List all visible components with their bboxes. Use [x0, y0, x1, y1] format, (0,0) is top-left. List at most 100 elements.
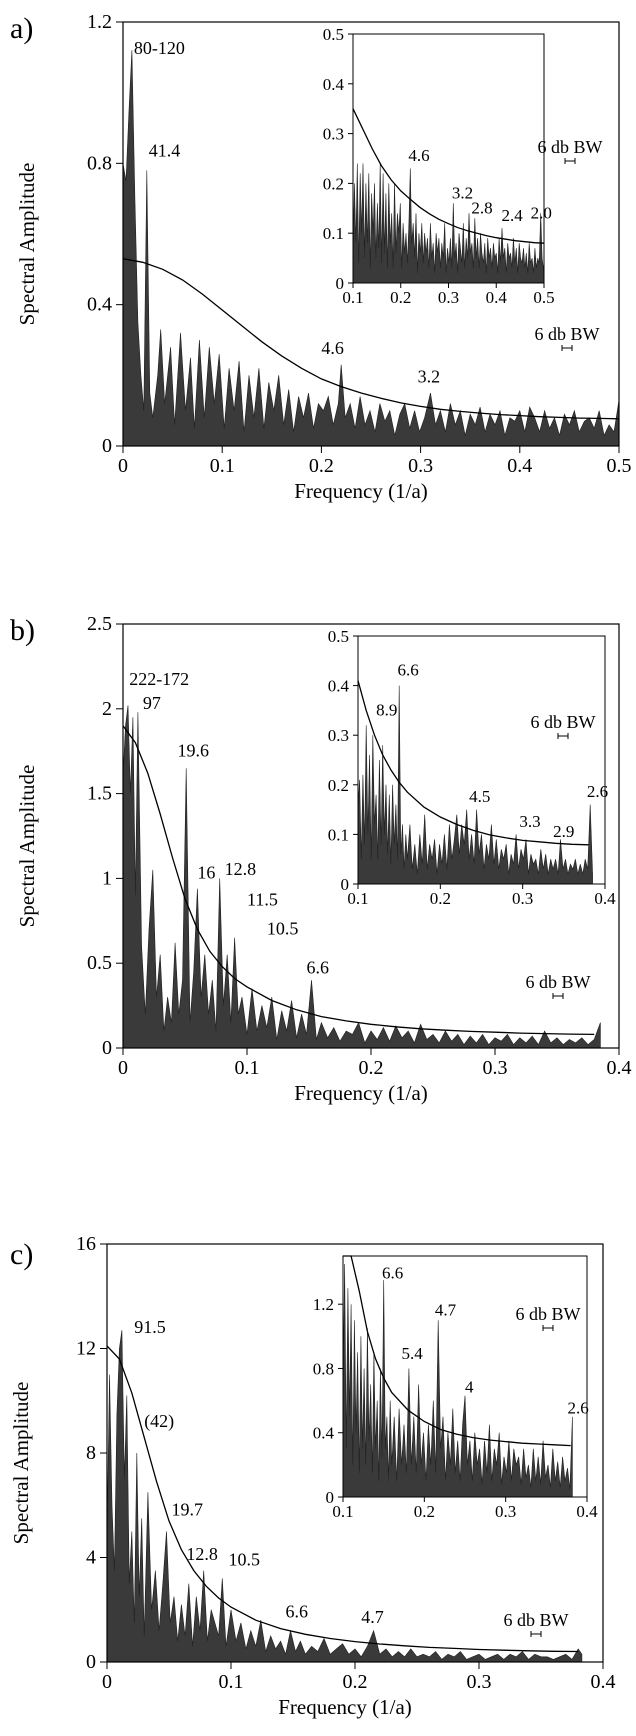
bandwidth-label: 6 db BW [535, 324, 600, 344]
bandwidth-marker: 6 db BW [538, 137, 603, 164]
y-tick-label: 0.8 [313, 1359, 334, 1378]
x-tick-label: 0.3 [408, 455, 433, 477]
y-tick-label: 1 [102, 867, 112, 889]
bandwidth-marker: 6 db BW [504, 1610, 569, 1637]
inset-plot: 0.1 0.2 0.3 0.4 0 0.4 0.8 1.2 6.6 4.7 5.4 4 2.6 6 db … [313, 1255, 598, 1521]
peak-annotation: 2.8 [471, 198, 492, 217]
bandwidth-marker: 6 db BW [526, 972, 591, 999]
peak-annotation: 4.5 [469, 787, 490, 806]
x-tick-label: 0 [118, 1057, 128, 1079]
envelope-curve [122, 725, 595, 1036]
bandwidth-marker: 6 db BW [516, 1304, 581, 1331]
y-axis-label: Spectral Amplitude [15, 163, 39, 326]
inset-envelope-curve [352, 108, 545, 244]
y-tick-label: 0.3 [323, 125, 344, 144]
y-tick-label: 0 [86, 1651, 96, 1673]
peak-annotation: 8.9 [376, 700, 397, 719]
envelope-curve [106, 1345, 579, 1653]
panel-label: b) [10, 614, 35, 647]
y-axis-label: Spectral Amplitude [15, 765, 39, 928]
peak-annotation: 3.3 [519, 812, 540, 831]
y-tick-label: 0.4 [328, 677, 350, 696]
bandwidth-marker: 6 db BW [535, 324, 600, 351]
peak-annotation: 4.7 [435, 1300, 457, 1319]
peak-annotation: 11.5 [247, 890, 278, 910]
inset-spectrum-area [357, 685, 593, 885]
x-tick-label: 0.3 [467, 1671, 492, 1693]
y-tick-label: 8 [86, 1442, 96, 1464]
x-tick-label: 0.3 [512, 889, 533, 908]
peak-annotation: 3.2 [418, 366, 441, 386]
x-axis-label: Frequency (1/a) [294, 1081, 428, 1105]
peak-annotation: 16 [197, 862, 215, 882]
x-tick-label: 0.2 [359, 1057, 384, 1079]
y-tick-label: 1.2 [313, 1295, 334, 1314]
x-tick-label: 0.4 [576, 1502, 598, 1521]
y-tick-label: 0.5 [323, 25, 344, 44]
peak-annotation: 80-120 [134, 38, 185, 58]
x-tick-label: 0.3 [495, 1502, 516, 1521]
y-tick-label: 0 [326, 1488, 335, 1507]
plot-frame [122, 21, 620, 447]
x-tick-label: 0.1 [347, 889, 368, 908]
peak-annotation: 2.4 [502, 206, 524, 225]
y-tick-label: 0.4 [323, 75, 345, 94]
y-tick-label: 2.5 [87, 613, 112, 635]
x-tick-label: 0.5 [533, 288, 554, 307]
y-tick-label: 0.4 [87, 294, 112, 316]
x-tick-label: 0.2 [343, 1671, 368, 1693]
x-tick-label: 0.4 [486, 288, 508, 307]
y-tick-label: 16 [76, 1233, 96, 1255]
peak-annotation: 12.8 [186, 1544, 218, 1564]
y-tick-label: 2 [102, 698, 112, 720]
x-tick-label: 0.3 [438, 288, 459, 307]
y-tick-label: 0.1 [328, 825, 349, 844]
peak-annotation: 4.6 [321, 338, 344, 358]
peak-annotation: 12.8 [225, 859, 257, 879]
y-tick-label: 0.4 [313, 1424, 335, 1443]
peak-annotation: 222-172 [129, 669, 189, 689]
spectrum-area [106, 1330, 583, 1663]
bandwidth-label: 6 db BW [538, 137, 603, 157]
peak-annotation: 2.0 [531, 203, 552, 222]
y-tick-label: 0 [341, 875, 350, 894]
peak-annotation: 4.6 [408, 146, 429, 165]
x-tick-label: 0.2 [414, 1502, 435, 1521]
peak-annotation: 2.6 [587, 782, 608, 801]
peak-annotation: 6.6 [286, 1602, 309, 1622]
peak-annotation: 4 [465, 1378, 474, 1397]
y-tick-label: 12 [76, 1338, 96, 1360]
peak-annotation: 4.7 [361, 1607, 384, 1627]
y-tick-label: 1.2 [87, 11, 112, 33]
inset-spectrum-area [342, 1263, 573, 1498]
peak-annotation: 3.2 [452, 183, 473, 202]
peak-annotation: 2.9 [553, 822, 574, 841]
x-tick-label: 0.4 [591, 1671, 616, 1693]
peak-annotation: 2.6 [567, 1398, 588, 1417]
y-tick-label: 0.2 [323, 174, 344, 193]
peak-annotation: (42) [144, 1411, 174, 1432]
x-tick-label: 0.4 [594, 889, 616, 908]
inset-plot: 0.1 0.2 0.3 0.400.10.20.30.40.58.96.64.53.3… [328, 627, 616, 908]
panel-b: b)0 0.1 0.2 0.3 0.400.511.522.5222-1729719.6… [10, 613, 632, 1105]
inset-frame [342, 1255, 588, 1498]
x-tick-label: 0.5 [607, 455, 632, 477]
y-tick-label: 0 [102, 1037, 112, 1059]
y-tick-label: 0.8 [87, 152, 112, 174]
inset-frame [357, 635, 606, 885]
y-tick-label: 0.1 [323, 224, 344, 243]
y-tick-label: 0 [336, 274, 345, 293]
peak-annotation: 6.6 [307, 957, 330, 977]
spectrum-area [122, 705, 601, 1049]
y-tick-label: 1.5 [87, 783, 112, 805]
bandwidth-label: 6 db BW [531, 712, 596, 732]
y-tick-label: 0.5 [87, 952, 112, 974]
peak-annotation: 6.6 [398, 661, 419, 680]
panel-label: a) [10, 12, 33, 45]
bandwidth-marker: 6 db BW [531, 712, 596, 739]
x-tick-label: 0.1 [342, 288, 363, 307]
spectrum-area [122, 50, 620, 447]
inset-envelope-curve [343, 1255, 571, 1447]
